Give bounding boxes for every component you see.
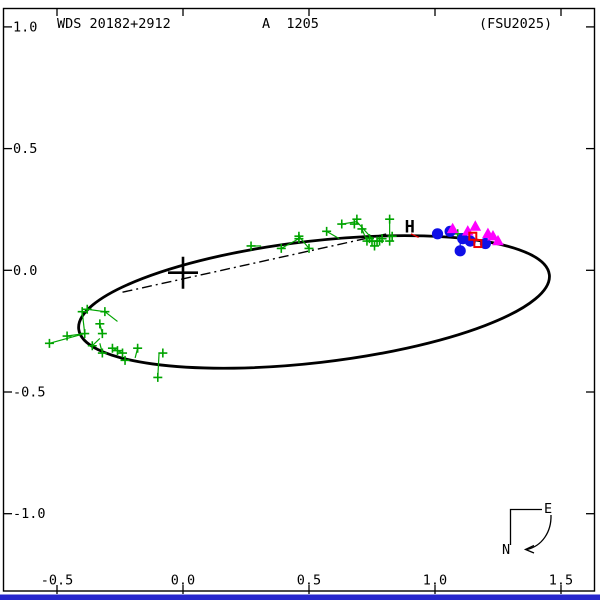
observation-plus-marker	[133, 343, 143, 353]
observation-plus-marker	[377, 234, 387, 244]
observation-plus-marker	[304, 243, 314, 253]
observation-plus-marker	[100, 307, 110, 317]
x-tick-label: 1.5	[549, 573, 573, 589]
observation-plus-marker	[385, 236, 395, 246]
observation-plus-marker	[246, 241, 256, 251]
north-label: N	[502, 542, 510, 558]
observation-circle-marker	[464, 235, 476, 247]
observation-plus-marker	[97, 329, 107, 339]
east-label: E	[544, 501, 552, 517]
x-tick-label: -0.5	[41, 573, 74, 589]
line-of-nodes	[122, 233, 388, 293]
observation-plus-marker	[80, 329, 90, 339]
y-tick-label: -0.5	[13, 385, 46, 401]
compass-axes-icon	[509, 508, 542, 545]
observation-plus-marker	[44, 338, 54, 348]
oc-residual-line	[280, 238, 300, 249]
arrowhead-icon	[523, 544, 535, 554]
orbit-ellipse	[77, 234, 551, 370]
oc-residual-line	[104, 311, 118, 322]
y-tick-label: 1.0	[13, 19, 37, 35]
plot-content: -0.5 0.0 0.5 1.0 1.5 1.0 0.5 0.0 -0.5 -1.0 H	[3, 8, 595, 594]
observation-plus-marker	[77, 307, 87, 317]
x-tick-label: 1.0	[423, 573, 447, 589]
observation-triangle-marker	[446, 222, 459, 234]
observation-plus-marker	[349, 219, 359, 229]
observation-square-marker	[473, 239, 483, 249]
discoverer-designation-label: A 1205	[262, 16, 319, 32]
observation-triangle-marker	[469, 220, 482, 231]
orientation-compass: E N	[502, 501, 552, 558]
observation-plus-marker	[97, 348, 107, 358]
observation-plus-marker	[385, 214, 395, 224]
observation-plus-marker	[337, 219, 347, 229]
observation-plus-marker	[387, 231, 397, 241]
x-tick-label: 0.5	[297, 573, 321, 589]
observation-plus-marker	[112, 346, 122, 356]
observation-plus-marker	[357, 224, 367, 234]
origin-cross	[168, 256, 198, 289]
observation-plus-marker	[322, 226, 332, 236]
x-tick-label: 0.0	[171, 573, 195, 589]
observation-plus-marker	[62, 331, 72, 341]
y-tick-label: 0.0	[13, 263, 37, 279]
y-tick-label: -1.0	[13, 506, 46, 522]
hipparcos-H-marker: H	[405, 217, 415, 237]
observation-plus-marker	[95, 319, 105, 329]
observation-square-marker	[468, 231, 478, 241]
orbit-direction-arrow	[526, 514, 552, 551]
oc-residual-line	[326, 230, 340, 240]
oc-residual-line	[91, 338, 101, 347]
observation-plus-marker	[107, 343, 117, 353]
reference-label: (FSU2025)	[479, 16, 552, 32]
observation-triangle-marker	[487, 230, 499, 241]
observation-plus-marker	[120, 355, 130, 365]
observation-circle-marker	[431, 228, 444, 240]
oc-residual-line	[410, 233, 419, 238]
y-tick-label: 0.5	[13, 141, 37, 157]
observation-circle-marker	[454, 245, 466, 257]
observation-plus-marker	[158, 348, 168, 358]
observation-plus-marker	[153, 372, 163, 382]
observation-plus-marker	[352, 214, 362, 224]
observation-plus-marker	[370, 241, 380, 251]
plot-frame	[2, 7, 596, 592]
observation-plus-marker	[118, 348, 128, 358]
bottom-blue-strip	[0, 594, 600, 600]
observation-plus-marker	[82, 304, 92, 314]
observation-plus-marker	[294, 234, 304, 244]
observation-plus-marker	[87, 341, 97, 351]
observation-circle-marker	[479, 237, 491, 250]
observation-plus-marker	[276, 243, 286, 253]
wds-id-label: WDS 20182+2912	[57, 16, 171, 32]
observation-triangle-marker	[492, 234, 504, 246]
